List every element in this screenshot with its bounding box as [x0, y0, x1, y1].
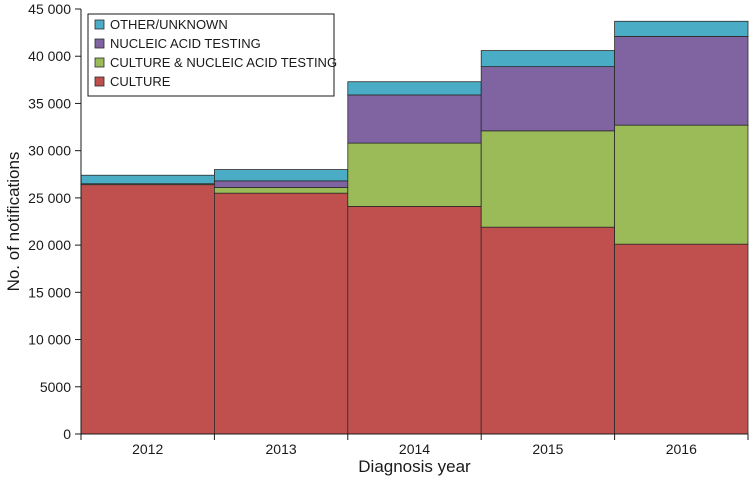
y-tick-label: 45 000: [28, 1, 71, 17]
bar-2014-series-2: [347, 94, 482, 144]
y-tick-label: 30 000: [28, 143, 71, 159]
bars-group: [80, 20, 749, 435]
legend-label: OTHER/UNKNOWN: [110, 17, 228, 32]
legend-label: CULTURE & NUCLEIC ACID TESTING: [110, 55, 337, 70]
legend-swatch: [94, 38, 105, 49]
bar-2012-series-3: [80, 174, 215, 185]
bar-2015-series-0: [480, 226, 616, 435]
x-axis-title: Diagnosis year: [358, 457, 471, 476]
legend-swatch: [94, 57, 105, 68]
bar-2015-series-2: [480, 66, 616, 132]
y-tick-label: 25 000: [28, 190, 71, 206]
legend-swatch: [94, 19, 105, 30]
bar-2012-series-0: [80, 184, 215, 435]
bar-2013-series-3: [213, 169, 349, 182]
x-tick-label-2014: 2014: [399, 441, 430, 457]
x-tick-label-2016: 2016: [666, 441, 697, 457]
y-tick-label: 15 000: [28, 284, 71, 300]
bar-2014-series-3: [347, 81, 482, 96]
y-tick-label: 5000: [40, 379, 71, 395]
y-tick-label: 10 000: [28, 332, 71, 348]
y-tick-label: 40 000: [28, 48, 71, 64]
bar-2013-series-1: [213, 187, 349, 194]
bar-2014-series-0: [347, 205, 482, 435]
bar-2013-series-0: [213, 192, 349, 435]
bar-2016-series-2: [614, 35, 749, 126]
bar-2013-series-2: [213, 180, 349, 188]
bar-2016-series-0: [614, 243, 749, 435]
legend-box: [87, 13, 335, 97]
bar-2015-series-1: [480, 130, 616, 228]
bar-2016-series-1: [614, 124, 749, 245]
x-axis: 2012 2013 2014 2015 2016: [80, 433, 749, 457]
legend-swatch: [94, 76, 105, 87]
y-tick-label: 0: [63, 426, 71, 442]
x-tick-label-2015: 2015: [532, 441, 563, 457]
y-tick-label: 35 000: [28, 95, 71, 111]
bar-2016-series-3: [614, 20, 749, 37]
y-axis: 0 5000 10 000 15 000 20 000 25 000 30 000 35 00…: [28, 1, 82, 442]
x-tick-label-2012: 2012: [132, 441, 163, 457]
legend-label: CULTURE: [110, 74, 171, 89]
bar-2014-series-1: [347, 142, 482, 207]
legend: OTHER/UNKNOWN NUCLEIC ACID TESTING CULTURE…: [87, 13, 337, 97]
x-tick-label-2013: 2013: [266, 441, 297, 457]
y-tick-label: 20 000: [28, 237, 71, 253]
bar-2015-series-3: [480, 50, 616, 68]
legend-label: NUCLEIC ACID TESTING: [110, 36, 261, 51]
y-axis-title: No. of notifications: [4, 152, 23, 292]
